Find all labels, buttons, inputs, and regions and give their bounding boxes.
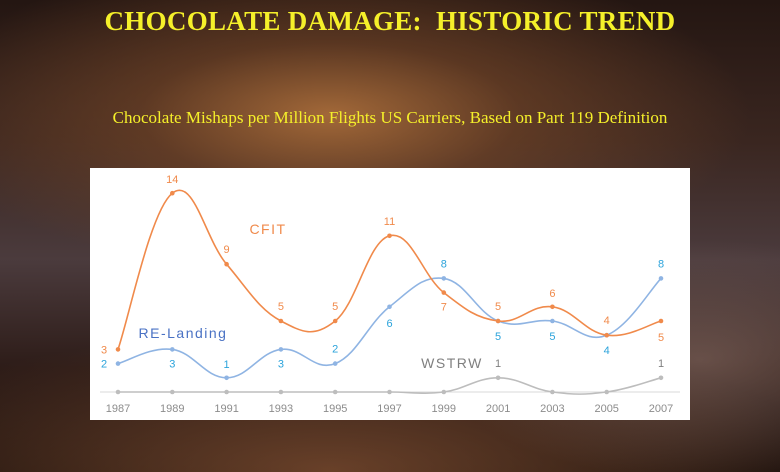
x-tick-label: 1999 — [432, 403, 456, 415]
data-label: 5 — [495, 301, 501, 313]
x-tick-label: 1989 — [160, 403, 184, 415]
data-point-cfit — [550, 304, 555, 310]
chart-subtitle: Chocolate Mishaps per Million Flights US… — [112, 108, 668, 127]
data-point-cfit — [387, 233, 392, 239]
data-label: 4 — [604, 345, 610, 357]
slide-title: CHOCOLATE DAMAGE: HISTORIC TREND — [104, 6, 676, 36]
data-point-wstrw — [604, 389, 609, 395]
data-label: 1 — [224, 359, 230, 371]
data-point-cfit — [495, 318, 501, 324]
data-label: 9 — [224, 244, 230, 256]
data-label: 3 — [101, 344, 107, 356]
data-point-wstrw — [441, 389, 447, 395]
data-point-re-landing — [441, 276, 447, 281]
data-label: 6 — [549, 288, 555, 300]
x-tick-label: 2005 — [594, 403, 618, 415]
data-point-re-landing — [170, 347, 175, 352]
data-point-cfit — [170, 190, 175, 196]
series-name-label: CFIT — [249, 221, 286, 237]
data-point-re-landing — [332, 361, 338, 366]
data-label: 3 — [169, 358, 175, 370]
x-tick-label: 1991 — [214, 403, 238, 415]
series-name-label: WSTRW — [421, 355, 483, 371]
data-label: 5 — [332, 301, 338, 313]
x-tick-label: 1993 — [269, 403, 293, 415]
data-label: 5 — [658, 332, 664, 344]
data-label: 5 — [278, 301, 284, 313]
x-tick-label: 2003 — [540, 403, 564, 415]
data-label: 7 — [441, 302, 447, 314]
data-label: 3 — [278, 358, 284, 370]
line-chart: 1987 1989 1991 1993 1995 1997 1999 2001 2003 2005… — [100, 174, 680, 415]
data-point-re-landing — [115, 361, 121, 366]
data-label: 5 — [495, 331, 501, 343]
data-label: 11 — [384, 216, 395, 228]
x-tick-label: 1987 — [106, 403, 130, 415]
data-point-wstrw — [658, 375, 664, 381]
data-point-cfit — [278, 318, 284, 324]
data-point-re-landing — [224, 375, 229, 381]
data-point-wstrw — [332, 389, 338, 395]
data-point-re-landing — [658, 276, 664, 281]
data-label: 5 — [549, 331, 555, 343]
data-point-cfit — [224, 261, 229, 267]
data-point-re-landing — [550, 318, 555, 324]
data-point-cfit — [115, 347, 121, 352]
data-point-wstrw — [550, 389, 555, 395]
data-point-re-landing — [278, 347, 284, 352]
x-tick-label: 1997 — [377, 403, 401, 415]
data-label: 1 — [495, 358, 501, 370]
data-point-re-landing — [387, 304, 392, 310]
data-point-wstrw — [170, 389, 175, 395]
x-tick-label: 1995 — [323, 403, 347, 415]
data-label: 8 — [658, 258, 664, 270]
x-tick-label: 2007 — [649, 403, 673, 415]
data-label: 2 — [101, 359, 107, 371]
data-point-wstrw — [115, 389, 121, 395]
chart-panel: 1987 1989 1991 1993 1995 1997 1999 2001 2003 2005… — [90, 168, 690, 420]
data-label: 1 — [658, 358, 664, 370]
data-point-wstrw — [224, 389, 229, 395]
data-point-cfit — [658, 318, 664, 324]
x-tick-label: 2001 — [486, 403, 510, 415]
data-label: 2 — [332, 344, 338, 356]
data-label: 4 — [604, 315, 610, 327]
data-point-cfit — [441, 290, 447, 295]
data-label: 6 — [386, 318, 392, 330]
data-point-cfit — [604, 332, 609, 338]
data-point-cfit — [332, 318, 338, 324]
data-point-wstrw — [495, 375, 501, 381]
data-point-wstrw — [278, 389, 284, 395]
data-label: 14 — [166, 174, 178, 186]
series-name-label: RE-Landing — [139, 325, 228, 341]
data-label: 8 — [441, 258, 447, 270]
data-point-wstrw — [387, 389, 392, 395]
